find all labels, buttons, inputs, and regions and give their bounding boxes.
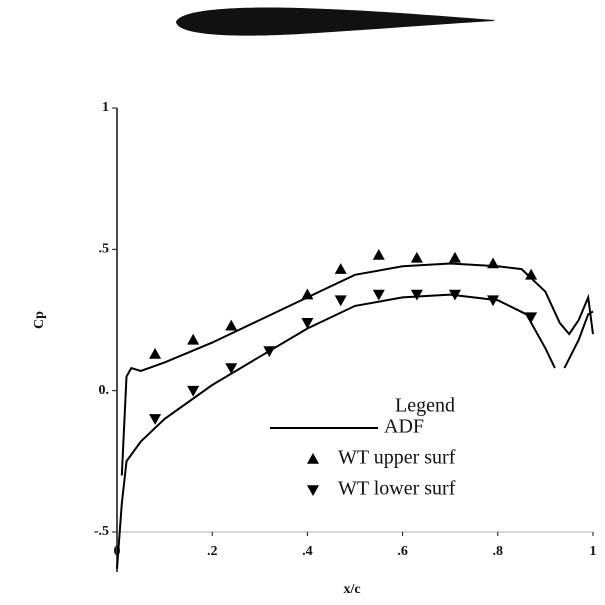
marker [225,319,238,331]
x-tick-label: 0 [114,544,121,559]
y-tick-label: 0. [99,383,110,398]
legend-title: Legend [395,395,455,417]
marker [372,289,385,301]
legend-marker [307,453,319,464]
airfoil [176,7,494,36]
x-tick-label: .6 [397,544,408,559]
marker [372,248,385,260]
x-tick-label: .8 [493,544,504,559]
marker [187,385,200,397]
y-tick-label: .5 [99,242,110,257]
line-series [116,262,594,569]
marker [410,289,423,301]
legend-label: ADF [384,416,424,438]
x-tick-label: .4 [302,544,313,559]
legend-label: WT lower surf [338,478,456,500]
marker [448,289,461,301]
marker [525,312,538,324]
y-tick-label: 1 [102,100,109,115]
marker [301,318,314,329]
marker [334,263,347,274]
marker [301,288,314,300]
marker [487,295,500,307]
y-axis-label: Cp [32,311,47,329]
marker [187,333,200,345]
x-tick-label: 1 [590,544,597,559]
legend-marker [307,485,319,496]
marker [410,251,423,263]
y-tick-label: -.5 [94,524,109,539]
marker [225,363,238,375]
marker [487,257,500,269]
marker [263,346,276,358]
legend-label: WT upper surf [338,447,456,469]
x-tick-label: .2 [207,544,218,559]
marker [448,251,461,263]
marker [334,295,347,307]
marker [149,414,162,425]
marker [525,268,538,280]
x-axis-label: x/c [343,582,360,597]
marker [149,347,162,359]
